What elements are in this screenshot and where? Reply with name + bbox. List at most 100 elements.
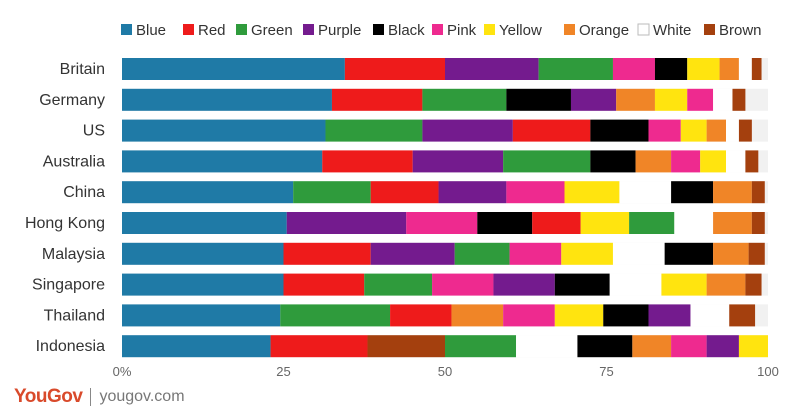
bar-segment-malaysia-pink xyxy=(509,242,562,265)
bar-segment-us-green xyxy=(325,119,423,142)
bar-segment-thailand-green xyxy=(280,304,391,327)
bar-segment-malaysia-red xyxy=(283,242,371,265)
bar-segment-china-white xyxy=(619,181,672,204)
bar-segment-australia-green xyxy=(503,150,591,173)
legend-swatch-white xyxy=(637,23,650,36)
legend-label-black: Black xyxy=(388,22,425,39)
bar-segment-malaysia-yellow xyxy=(561,242,613,265)
footer: YouGov yougov.com xyxy=(14,386,185,408)
bar-segment-germany-yellow xyxy=(654,88,688,111)
category-label-singapore: Singapore xyxy=(32,277,105,294)
bar-segment-britain-purple xyxy=(445,58,539,80)
bar-segment-germany-purple xyxy=(570,88,617,111)
bar-segment-australia-red xyxy=(322,150,413,173)
bar-segment-australia-brown xyxy=(745,150,759,173)
bar-segment-australia-orange xyxy=(635,150,672,173)
bar-segment-china-pink xyxy=(506,181,565,204)
bar-segment-germany-black xyxy=(506,88,571,111)
bar-segment-britain-pink xyxy=(612,58,655,80)
bar-segment-britain-red xyxy=(344,58,445,80)
bar-segment-hong-kong-brown xyxy=(751,212,765,234)
bar-segment-singapore-black xyxy=(554,273,610,296)
bar-segment-singapore-purple xyxy=(493,273,555,296)
legend-swatch-blue xyxy=(121,24,132,35)
bar-segment-indonesia-purple xyxy=(706,335,739,358)
bar-segment-thailand-orange xyxy=(451,304,504,327)
bar-segment-germany-brown xyxy=(732,88,746,111)
footer-divider xyxy=(90,388,92,406)
bar-segment-australia-pink xyxy=(671,150,701,173)
bar-segment-australia-blue xyxy=(122,150,323,173)
bar-segment-australia-black xyxy=(590,150,636,173)
legend-swatch-orange xyxy=(564,24,575,35)
bar-segment-china-brown xyxy=(751,181,765,204)
bar-segment-indonesia-white xyxy=(516,335,578,358)
bar-segment-malaysia-brown xyxy=(748,242,765,265)
bar-segment-us-yellow xyxy=(680,119,707,142)
bar-segment-britain-green xyxy=(538,58,613,80)
legend-swatch-black xyxy=(373,24,384,35)
bar-segment-singapore-red xyxy=(283,273,365,296)
bar-segment-thailand-pink xyxy=(503,304,555,327)
bar-segment-hong-kong-yellow xyxy=(580,212,630,234)
bar-segment-australia-purple xyxy=(412,150,504,173)
category-label-germany: Germany xyxy=(39,92,105,109)
category-label-indonesia: Indonesia xyxy=(36,338,105,355)
bar-segment-indonesia-black xyxy=(577,335,633,358)
bar-segment-hong-kong-orange xyxy=(713,212,752,234)
bar-segment-malaysia-white xyxy=(612,242,665,265)
bar-segment-australia-yellow xyxy=(700,150,727,173)
bar-segment-china-purple xyxy=(438,181,507,204)
bar-segment-hong-kong-blue xyxy=(122,212,287,234)
bar-segment-us-purple xyxy=(422,119,513,142)
bar-segment-malaysia-green xyxy=(454,242,510,265)
bar-segment-indonesia-blue xyxy=(122,335,271,358)
site-url: yougov.com xyxy=(99,388,185,405)
bar-segment-indonesia-green xyxy=(445,335,517,358)
bar-segment-thailand-white xyxy=(690,304,730,327)
x-tick-label-75: 75 xyxy=(599,364,613,379)
bar-segment-china-green xyxy=(293,181,371,204)
bar-segment-indonesia-orange xyxy=(632,335,672,358)
bar-segment-hong-kong-purple xyxy=(286,212,407,234)
bar-segment-china-orange xyxy=(713,181,752,204)
bar-segment-indonesia-brown xyxy=(367,335,445,358)
category-label-us: US xyxy=(83,123,105,140)
legend-label-brown: Brown xyxy=(719,22,762,39)
bar-segment-germany-red xyxy=(331,88,423,111)
bar-segment-indonesia-pink xyxy=(671,335,707,358)
bar-segment-britain-blue xyxy=(122,58,345,80)
bar-segment-hong-kong-red xyxy=(532,212,581,234)
bar-segment-singapore-blue xyxy=(122,273,284,296)
x-tick-label-25: 25 xyxy=(276,364,290,379)
bar-segment-britain-white xyxy=(738,58,752,80)
bar-segment-britain-orange xyxy=(719,58,739,80)
legend-swatch-red xyxy=(183,24,194,35)
category-label-australia: Australia xyxy=(43,153,105,170)
category-label-malaysia: Malaysia xyxy=(42,246,105,263)
bar-segment-germany-orange xyxy=(616,88,655,111)
bar-segment-britain-brown xyxy=(751,58,762,80)
bar-segment-us-white xyxy=(726,119,739,142)
bar-segment-us-orange xyxy=(706,119,727,142)
legend-swatch-green xyxy=(236,24,247,35)
bar-segment-indonesia-yellow xyxy=(738,335,768,358)
bar-segment-germany-green xyxy=(422,88,507,111)
bar-segment-thailand-blue xyxy=(122,304,281,327)
x-tick-label-100: 100 xyxy=(757,364,779,379)
bar-segment-hong-kong-pink xyxy=(406,212,478,234)
bar-segment-indonesia-red xyxy=(270,335,368,358)
bar-segment-china-blue xyxy=(122,181,294,204)
legend-label-yellow: Yellow xyxy=(499,22,542,39)
bar-segment-germany-pink xyxy=(687,88,714,111)
legend-label-blue: Blue xyxy=(136,22,166,39)
legend-label-green: Green xyxy=(251,22,293,39)
bar-segment-thailand-yellow xyxy=(554,304,604,327)
legend-label-orange: Orange xyxy=(579,22,629,39)
category-label-hong-kong: Hong Kong xyxy=(25,215,105,232)
bar-segment-singapore-yellow xyxy=(661,273,707,296)
bar-segment-germany-blue xyxy=(122,88,332,111)
bar-segment-germany-white xyxy=(713,88,733,111)
bar-segment-thailand-brown xyxy=(729,304,756,327)
